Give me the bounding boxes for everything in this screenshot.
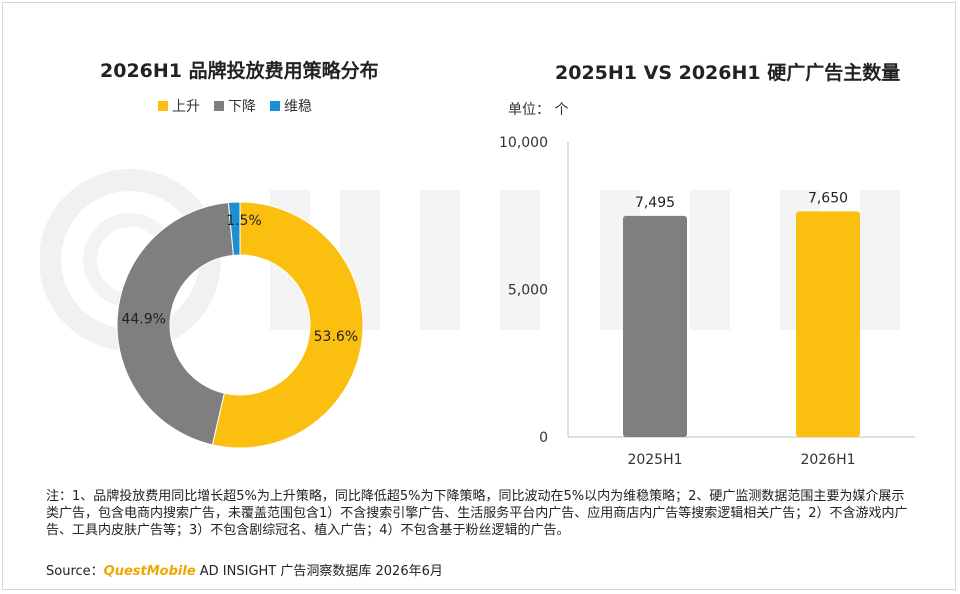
legend-label-rise: 上升 [172,99,200,115]
bar-value-label: 7,650 [808,190,848,206]
bar-chart: 0 5,000 10,000 7,495 2025H1 7,650 2026H1 [499,135,915,468]
legend-label-stable: 维稳 [284,99,312,115]
slice-stable [227,201,241,256]
legend-item-stable: 维稳 [270,96,312,116]
bar-chart-title: 2025H1 VS 2026H1 硬广广告主数量 [555,62,901,84]
y-tick-label: 10,000 [499,135,548,151]
donut-legend: 上升 下降 维稳 [158,96,312,116]
slice-rise [211,201,364,449]
slice-label-stable: 1.5% [226,213,262,229]
donut-chart-title: 2026H1 品牌投放费用策略分布 [100,60,379,82]
bar-2025H1 [623,215,687,437]
bar-value-label: 7,495 [635,195,675,211]
source-prefix: Source： [46,564,104,579]
legend-swatch-rise [158,101,168,111]
bar-chart-unit: 单位： 个 [508,102,569,118]
x-tick-label: 2026H1 [800,452,855,468]
source-suffix: AD INSIGHT 广告洞察数据库 2026年6月 [195,564,443,579]
legend-label-decline: 下降 [228,99,256,115]
y-tick-label: 0 [539,430,548,446]
donut-chart: 53.6% 44.9% 1.5% [116,201,364,449]
x-tick-label: 2025H1 [627,452,682,468]
y-tick-label: 5,000 [508,283,548,299]
bar-2026H1 [796,211,860,437]
slice-label-rise: 53.6% [314,329,358,345]
legend-item-rise: 上升 [158,96,200,116]
slice-label-decline: 44.9% [121,312,165,328]
legend-swatch-stable [270,101,280,111]
source-line: Source：QuestMobile AD INSIGHT 广告洞察数据库 20… [46,560,443,579]
slice-decline [116,202,234,446]
source-brand: QuestMobile [103,564,196,579]
legend-swatch-decline [214,101,224,111]
footnote: 注：1、品牌投放费用同比增长超5%为上升策略，同比降低超5%为下降策略，同比波动… [46,489,908,538]
legend-item-decline: 下降 [214,96,256,116]
